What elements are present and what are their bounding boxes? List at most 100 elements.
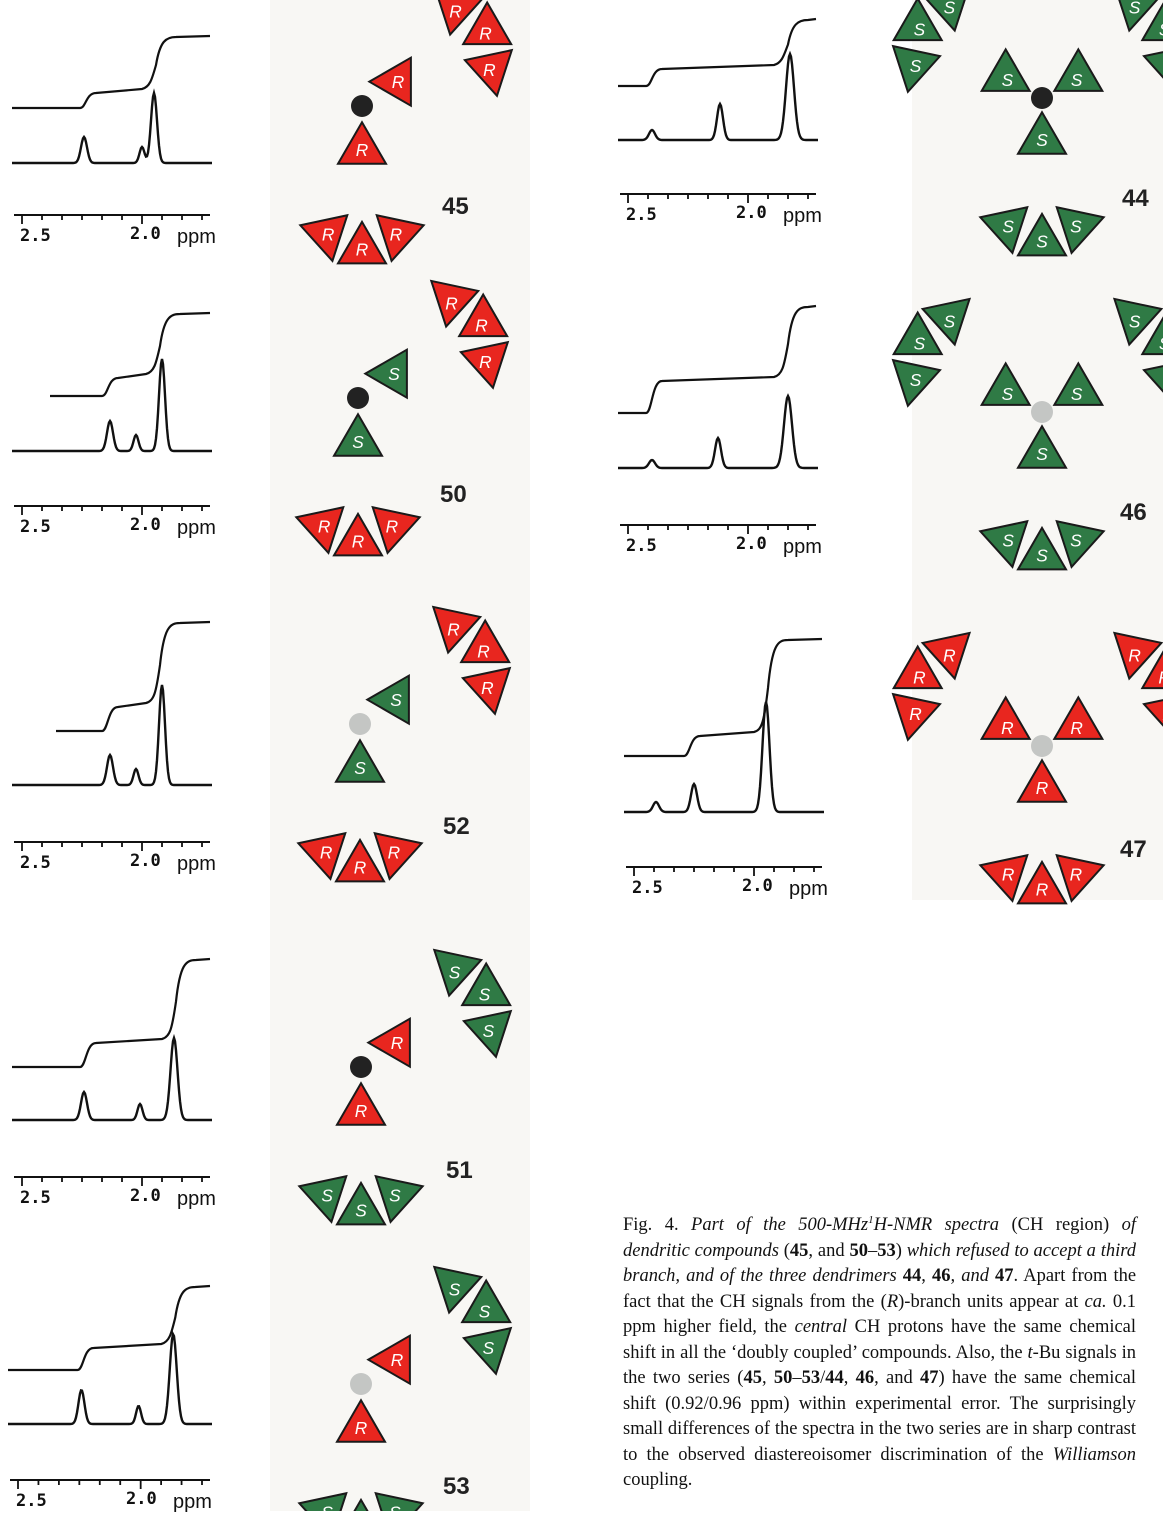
svg-text:S: S (449, 962, 461, 982)
stereocenter-core-light (350, 1373, 372, 1395)
stereocenter-core-dark (350, 1056, 372, 1078)
branch-triangle-R: R (457, 37, 511, 95)
compound-label-53: 53 (443, 1473, 470, 1500)
svg-text:R: R (391, 1033, 403, 1053)
svg-text:S: S (352, 432, 364, 452)
svg-text:R: R (1002, 865, 1014, 885)
svg-text:R: R (392, 72, 404, 92)
branch-triangle-S: S (1018, 426, 1066, 468)
svg-text:R: R (477, 641, 489, 661)
svg-text:S: S (1159, 19, 1163, 39)
svg-text:R: R (390, 225, 402, 245)
svg-text:S: S (321, 1186, 333, 1206)
branch-triangle-R: R (334, 514, 382, 556)
branch-triangle-S: S (337, 1183, 385, 1225)
svg-text:S: S (944, 311, 956, 331)
svg-text:S: S (1002, 384, 1014, 404)
svg-text:S: S (914, 333, 926, 353)
svg-text:R: R (318, 517, 330, 537)
compound-label-46: 46 (1120, 499, 1147, 526)
svg-text:S: S (1159, 333, 1163, 353)
branch-triangle-S: S (1137, 33, 1163, 91)
svg-text:R: R (355, 1418, 367, 1438)
svg-text:S: S (944, 0, 956, 17)
svg-text:S: S (354, 758, 366, 778)
branch-triangle-R: R (368, 1324, 430, 1384)
svg-text:R: R (320, 843, 332, 863)
branch-triangle-S: S (1018, 214, 1066, 256)
svg-text:S: S (1070, 531, 1082, 551)
svg-text:S: S (389, 1186, 401, 1206)
svg-text:R: R (391, 1350, 403, 1370)
dendrimer-47: RRRRRRRRRRRR47 (893, 633, 1163, 903)
svg-text:R: R (355, 1101, 367, 1121)
branch-triangle-S: S (336, 740, 384, 782)
svg-text:S: S (910, 370, 922, 390)
stereocenter-core-dark (347, 387, 369, 409)
svg-text:R: R (1036, 880, 1048, 900)
branch-triangle-S: S (299, 1475, 362, 1511)
svg-text:R: R (913, 667, 925, 687)
svg-text:S: S (1002, 70, 1014, 90)
branch-triangle-S: S (365, 338, 427, 398)
svg-text:S: S (388, 364, 400, 384)
dendrimer-46: SSSSSSSSSSSS46 (893, 299, 1163, 569)
svg-text:S: S (1036, 546, 1048, 566)
stereocenter-core-light (1031, 735, 1053, 757)
svg-text:S: S (389, 1503, 401, 1511)
branch-triangle-R: R (1018, 760, 1066, 802)
branch-triangle-R: R (893, 681, 947, 739)
branch-triangle-S: S (1137, 347, 1163, 405)
svg-text:R: R (909, 704, 921, 724)
svg-text:S: S (483, 1021, 495, 1041)
svg-text:R: R (445, 293, 457, 313)
branch-triangle-S: S (456, 998, 510, 1056)
svg-text:R: R (322, 225, 334, 245)
branch-triangle-R: R (338, 122, 386, 164)
branch-triangle-S: S (367, 664, 429, 724)
svg-text:R: R (1070, 865, 1082, 885)
compound-label-52: 52 (443, 813, 470, 840)
stereocenter-core-light (1031, 401, 1053, 423)
svg-text:R: R (352, 532, 364, 552)
svg-text:R: R (447, 619, 459, 639)
branch-triangle-S: S (360, 1475, 423, 1511)
svg-text:R: R (479, 352, 491, 372)
svg-text:S: S (1002, 217, 1014, 237)
svg-text:R: R (1036, 778, 1048, 798)
branch-triangle-S: S (1018, 528, 1066, 570)
branch-triangle-S: S (893, 347, 947, 405)
dendrimer-44: SSSSSSSSSSSS44 (893, 0, 1163, 255)
svg-text:R: R (1001, 718, 1013, 738)
branch-triangle-R: R (1137, 681, 1163, 739)
branch-triangle-R: R (1018, 862, 1066, 904)
stereocenter-core-dark (351, 95, 373, 117)
svg-text:S: S (1036, 130, 1048, 150)
svg-text:S: S (1070, 217, 1082, 237)
svg-text:R: R (356, 240, 368, 260)
svg-text:S: S (479, 1301, 491, 1321)
branch-triangle-R: R (337, 1400, 385, 1442)
dendrimer-53: RSSSRSSS53 (299, 1267, 510, 1511)
branch-triangle-R: R (337, 1083, 385, 1125)
svg-text:R: R (1158, 667, 1163, 687)
branch-triangle-R: R (455, 655, 509, 713)
svg-text:S: S (1036, 232, 1048, 252)
svg-text:R: R (449, 1, 461, 21)
compound-label-51: 51 (446, 1157, 473, 1184)
branch-triangle-S: S (893, 33, 947, 91)
compound-label-44: 44 (1122, 185, 1149, 212)
svg-text:S: S (1071, 70, 1083, 90)
svg-text:S: S (321, 1503, 333, 1511)
branch-triangle-R: R (453, 329, 507, 387)
svg-text:S: S (1036, 444, 1048, 464)
svg-text:R: R (388, 843, 400, 863)
branch-triangle-R: R (369, 46, 431, 106)
branch-triangle-S: S (456, 1315, 510, 1373)
svg-text:S: S (355, 1201, 367, 1221)
